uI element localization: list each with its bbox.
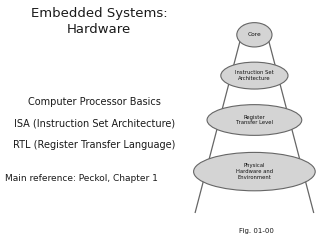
Text: ISA (Instruction Set Architecture): ISA (Instruction Set Architecture) [14, 119, 175, 129]
Ellipse shape [207, 105, 302, 135]
Text: Embedded Systems:
Hardware: Embedded Systems: Hardware [31, 7, 167, 36]
Text: Register
Transfer Level: Register Transfer Level [236, 115, 273, 125]
Ellipse shape [221, 62, 288, 89]
Text: RTL (Register Transfer Language): RTL (Register Transfer Language) [13, 140, 176, 150]
Text: Fig. 01-00: Fig. 01-00 [239, 228, 273, 234]
Text: Main reference: Peckol, Chapter 1: Main reference: Peckol, Chapter 1 [5, 174, 158, 183]
Ellipse shape [194, 152, 315, 191]
Text: Instruction Set
Architecture: Instruction Set Architecture [235, 70, 274, 81]
Text: Computer Processor Basics: Computer Processor Basics [28, 97, 161, 107]
Ellipse shape [237, 23, 272, 47]
Text: Physical
Hardware and
Environment: Physical Hardware and Environment [236, 163, 273, 180]
Text: Core: Core [248, 32, 261, 37]
